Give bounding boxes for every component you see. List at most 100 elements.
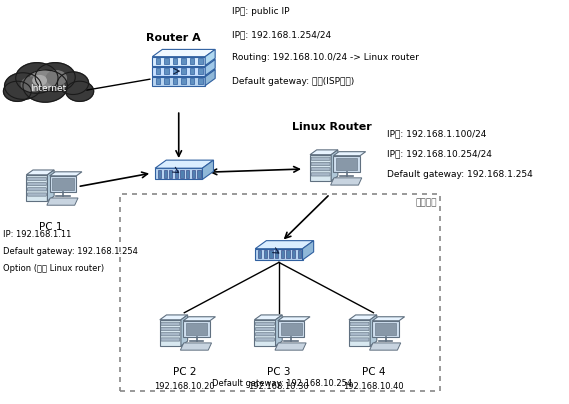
Text: Router A: Router A [146, 33, 200, 43]
FancyBboxPatch shape [255, 338, 274, 341]
FancyBboxPatch shape [161, 322, 180, 325]
Polygon shape [163, 170, 167, 178]
Polygon shape [152, 67, 205, 76]
Polygon shape [333, 156, 360, 172]
Text: IP內: 192.168.10.254/24: IP內: 192.168.10.254/24 [387, 149, 492, 159]
Circle shape [35, 63, 75, 92]
Bar [52, 178, 73, 190]
Bar [281, 323, 302, 335]
Text: PC 4: PC 4 [362, 367, 385, 377]
Polygon shape [192, 170, 195, 178]
Polygon shape [156, 58, 160, 64]
Polygon shape [160, 320, 181, 346]
Text: 192.168.10.30: 192.168.10.30 [249, 382, 309, 391]
FancyBboxPatch shape [311, 173, 330, 176]
Polygon shape [180, 343, 212, 350]
Circle shape [16, 63, 58, 93]
FancyBboxPatch shape [311, 162, 330, 166]
Polygon shape [255, 249, 303, 260]
Polygon shape [349, 320, 370, 346]
Polygon shape [181, 315, 188, 346]
Polygon shape [26, 175, 47, 201]
Polygon shape [203, 160, 213, 179]
FancyBboxPatch shape [27, 193, 46, 196]
Polygon shape [155, 160, 213, 168]
FancyBboxPatch shape [350, 332, 369, 336]
Polygon shape [199, 68, 203, 74]
Bar [375, 323, 396, 335]
FancyBboxPatch shape [350, 322, 369, 325]
FancyBboxPatch shape [255, 327, 274, 330]
Text: Option (加入 Linux router): Option (加入 Linux router) [3, 264, 105, 273]
Polygon shape [331, 150, 338, 181]
Polygon shape [26, 170, 54, 175]
Polygon shape [158, 170, 161, 178]
Polygon shape [199, 58, 203, 64]
Polygon shape [286, 250, 290, 259]
Text: IP: 192.168.1.11: IP: 192.168.1.11 [3, 230, 72, 239]
Text: Default gateway: 192.168.10.254: Default gateway: 192.168.10.254 [212, 379, 352, 388]
Polygon shape [254, 320, 275, 346]
Polygon shape [281, 250, 284, 259]
Polygon shape [152, 57, 205, 65]
Polygon shape [182, 78, 186, 84]
Polygon shape [190, 78, 195, 84]
Polygon shape [155, 168, 203, 179]
FancyBboxPatch shape [350, 327, 369, 330]
Polygon shape [278, 321, 304, 337]
Polygon shape [275, 343, 306, 350]
Polygon shape [182, 58, 186, 64]
Polygon shape [292, 250, 295, 259]
Polygon shape [47, 170, 54, 201]
Polygon shape [175, 170, 178, 178]
Polygon shape [369, 343, 401, 350]
FancyBboxPatch shape [311, 157, 330, 160]
Polygon shape [372, 317, 405, 321]
Circle shape [33, 76, 46, 85]
Polygon shape [152, 59, 215, 67]
Polygon shape [152, 69, 215, 77]
Text: Default gateway: 192.168.1.254: Default gateway: 192.168.1.254 [387, 170, 533, 179]
Polygon shape [183, 321, 210, 337]
Polygon shape [173, 68, 177, 74]
Polygon shape [50, 172, 82, 176]
FancyBboxPatch shape [255, 332, 274, 336]
FancyBboxPatch shape [255, 322, 274, 325]
Circle shape [21, 77, 42, 92]
Circle shape [57, 72, 89, 95]
Bar [336, 158, 357, 170]
Polygon shape [205, 59, 215, 76]
FancyBboxPatch shape [27, 177, 46, 181]
Polygon shape [186, 170, 189, 178]
Text: 192.168.10.20: 192.168.10.20 [154, 382, 215, 391]
Polygon shape [152, 49, 215, 57]
Text: 192.168.10.40: 192.168.10.40 [343, 382, 404, 391]
Polygon shape [275, 315, 282, 346]
Polygon shape [333, 152, 366, 156]
FancyBboxPatch shape [27, 188, 46, 191]
Polygon shape [173, 78, 177, 84]
Text: Linux Router: Linux Router [292, 122, 372, 132]
Polygon shape [47, 198, 78, 205]
Polygon shape [303, 241, 314, 260]
Polygon shape [182, 68, 186, 74]
Circle shape [23, 70, 68, 102]
Polygon shape [156, 78, 160, 84]
Polygon shape [180, 170, 184, 178]
Polygon shape [263, 250, 267, 259]
Text: Routing: 192.168.10.0/24 -> Linux router: Routing: 192.168.10.0/24 -> Linux router [232, 53, 418, 63]
Text: 獨立區網: 獨立區網 [416, 198, 438, 207]
Text: IP外: public IP: IP外: public IP [232, 7, 289, 16]
Polygon shape [190, 58, 195, 64]
Circle shape [3, 81, 31, 101]
Polygon shape [164, 58, 168, 64]
Polygon shape [278, 317, 310, 321]
Polygon shape [254, 315, 282, 320]
Polygon shape [199, 78, 203, 84]
Polygon shape [173, 58, 177, 64]
Polygon shape [205, 69, 215, 86]
Polygon shape [183, 317, 216, 321]
FancyBboxPatch shape [161, 332, 180, 336]
Text: IP內: 192.168.1.254/24: IP內: 192.168.1.254/24 [232, 30, 331, 39]
Polygon shape [258, 250, 261, 259]
